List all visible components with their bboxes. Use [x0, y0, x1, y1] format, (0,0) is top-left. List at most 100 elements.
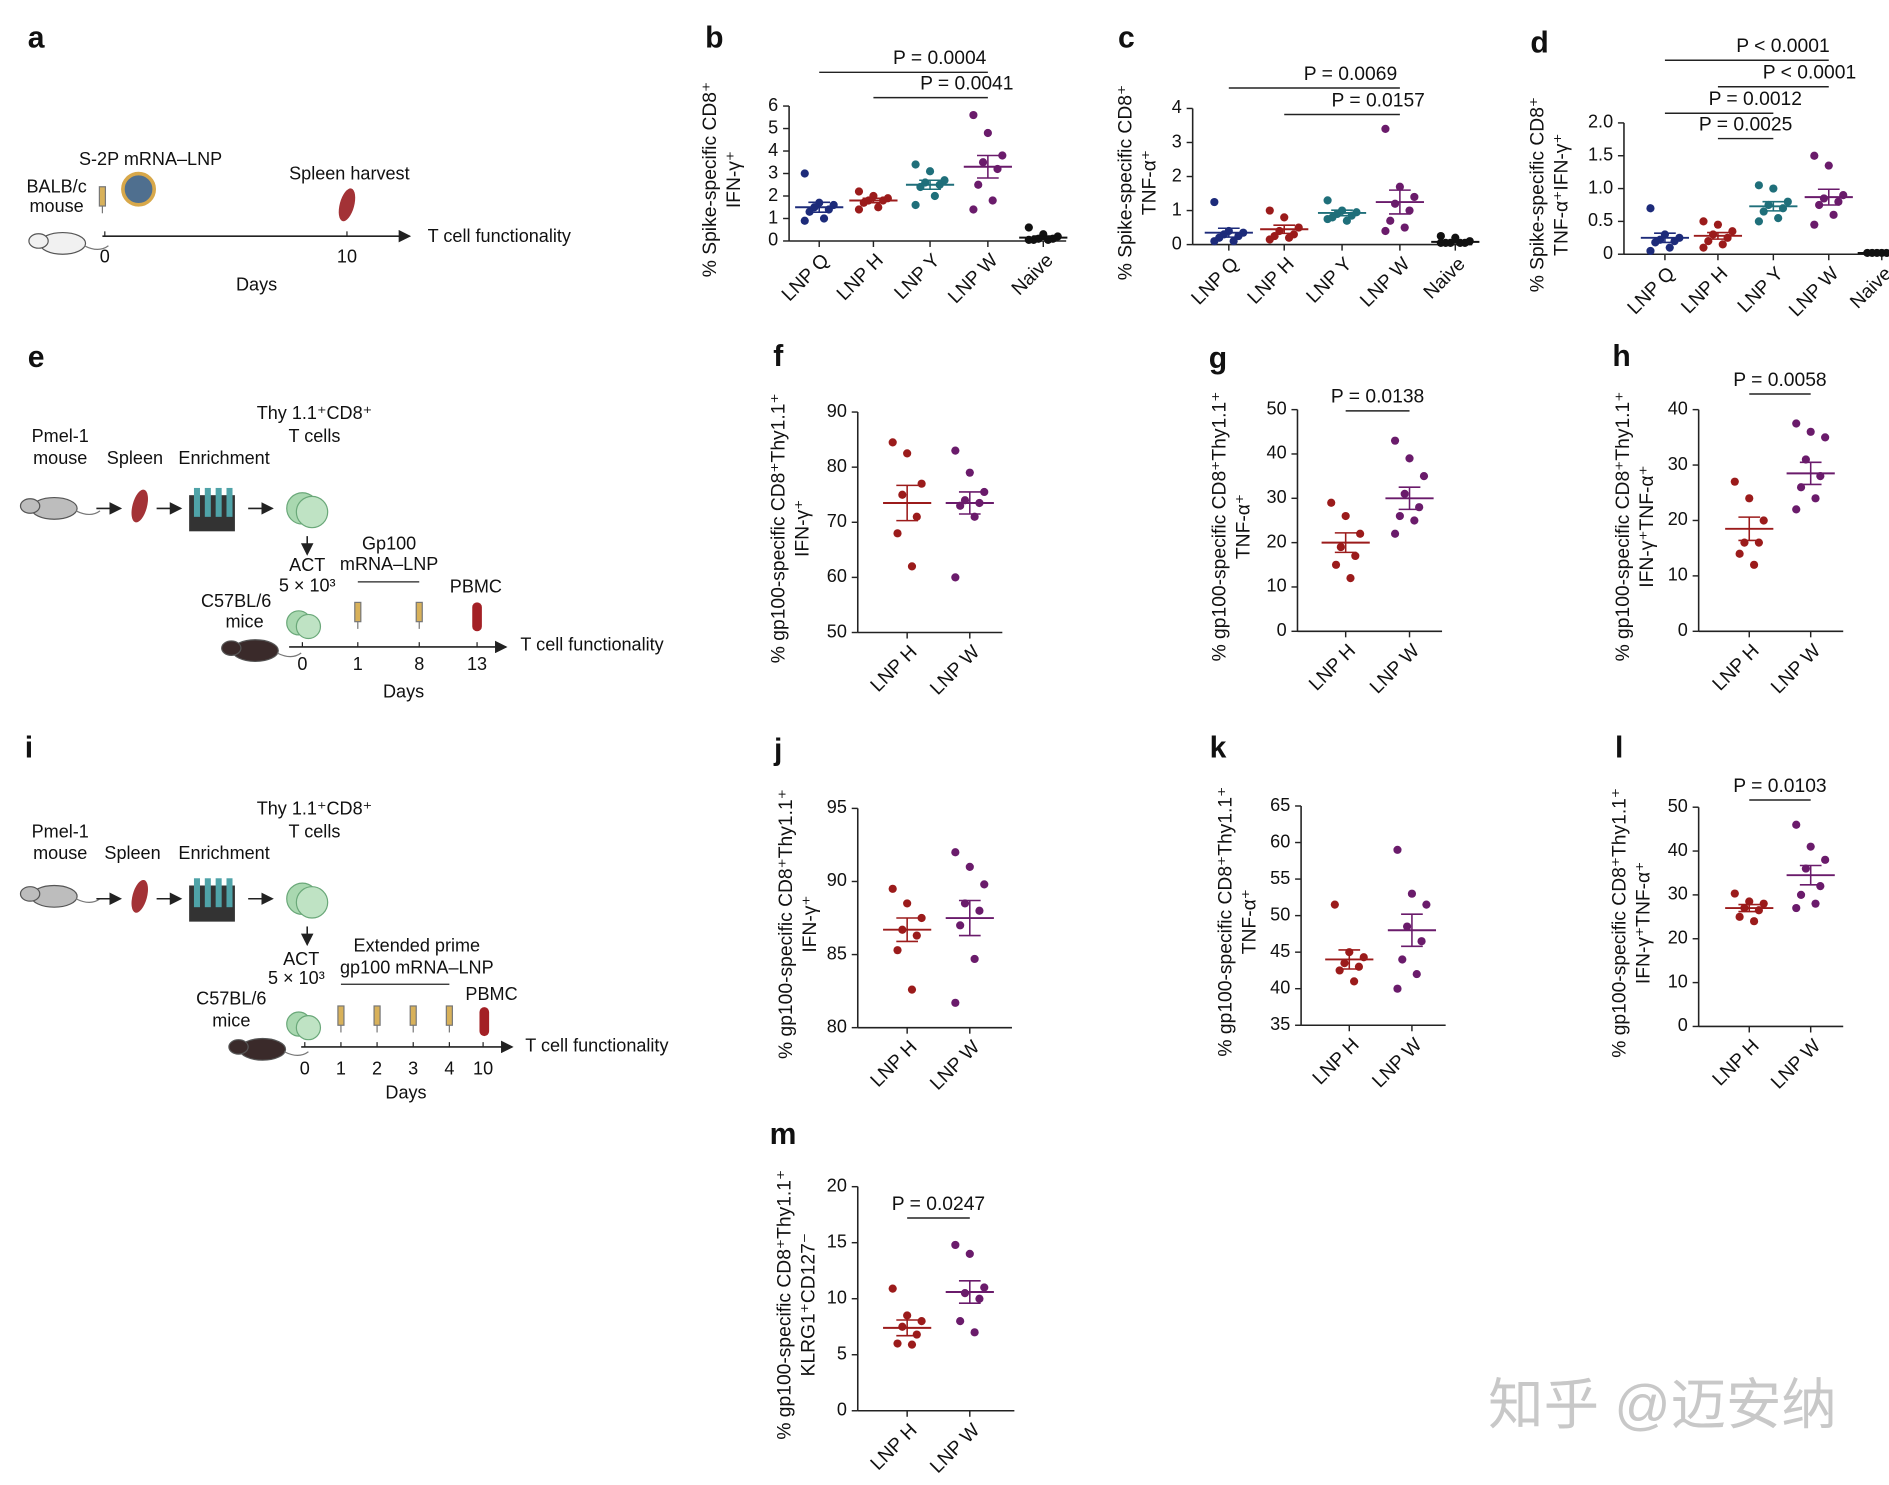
y-tick-label: 50 — [1270, 904, 1290, 924]
p-value: P = 0.0025 — [1699, 114, 1792, 135]
mouse-icon — [221, 640, 242, 657]
tube-icon — [193, 487, 200, 517]
data-point — [893, 1339, 902, 1348]
y-axis-label: % gp100-specific CD8⁺Thy1.1⁺ — [1209, 392, 1230, 662]
schematic-label: 5 × 10³ — [279, 575, 336, 595]
data-point — [960, 1289, 970, 1298]
data-point — [1350, 977, 1359, 986]
data-point — [1783, 197, 1792, 206]
error-bar — [1398, 486, 1421, 511]
spleen-icon — [131, 489, 148, 523]
schematic-label: Days — [236, 274, 277, 294]
data-point — [854, 187, 864, 196]
panel-label: b — [705, 22, 723, 55]
x-tick-label: Naive — [1008, 250, 1058, 300]
data-point — [1342, 216, 1351, 225]
y-axis-label: TNF-α⁺ — [1140, 150, 1161, 215]
y-tick-label: 20 — [827, 1175, 847, 1195]
data-point — [951, 573, 960, 582]
x-tick-label: LNP H — [867, 1037, 922, 1092]
schematic-label: 0 — [300, 1059, 310, 1079]
schematic-label: BALB/c — [26, 177, 86, 197]
tube-icon — [215, 487, 222, 517]
panel-label: c — [1118, 22, 1135, 55]
data-point — [951, 848, 960, 857]
data-point — [1331, 560, 1341, 569]
y-axis-label: % gp100-specific CD8⁺Thy1.1⁺ — [1609, 788, 1630, 1058]
mouse-icon — [284, 1051, 309, 1056]
y-tick-label: 80 — [827, 1016, 847, 1036]
schematic-label: mRNA–LNP — [340, 554, 438, 574]
data-point — [951, 446, 960, 455]
pbmc-tube-icon — [472, 602, 482, 632]
data-point — [1810, 151, 1819, 160]
schematic-label: 2 — [372, 1059, 382, 1079]
data-point — [1327, 498, 1336, 507]
y-tick-label: 15 — [827, 1231, 847, 1251]
data-point — [1294, 223, 1303, 232]
data-point — [980, 1283, 989, 1292]
x-tick-label: LNP W — [1785, 263, 1843, 321]
y-axis-label: IFN-γ⁺TNF-α⁺ — [1634, 862, 1655, 984]
mouse-icon — [19, 886, 41, 902]
data-point — [1024, 223, 1033, 232]
data-point — [1346, 574, 1355, 583]
syringe-icon — [409, 1005, 417, 1026]
data-point — [1735, 549, 1744, 558]
data-point — [1330, 900, 1339, 909]
data-point — [1405, 206, 1414, 215]
y-tick-label: 20 — [1267, 531, 1287, 551]
data-point — [1759, 516, 1768, 525]
error-bar — [808, 201, 831, 213]
data-point — [1393, 984, 1402, 993]
cell-icon — [295, 495, 329, 529]
data-point — [1796, 890, 1806, 899]
data-point — [1390, 199, 1400, 208]
data-point — [1749, 560, 1759, 569]
data-point — [888, 1284, 897, 1293]
schematic-label: ACT — [283, 949, 319, 969]
data-point — [1821, 855, 1830, 864]
data-point — [1834, 197, 1843, 206]
error-bar — [862, 197, 885, 204]
x-tick-label: LNP H — [1305, 640, 1360, 695]
y-tick-label: 0 — [837, 1400, 847, 1420]
schematic-label: T cell functionality — [520, 635, 663, 655]
y-tick-label: 70 — [827, 511, 847, 531]
syringe-icon — [337, 1005, 345, 1026]
mouse-icon — [276, 652, 302, 658]
schematic-label: C57BL/6 — [196, 989, 266, 1009]
schematic-label: Thy 1.1⁺CD8⁺ — [257, 798, 372, 818]
y-tick-label: 4 — [768, 140, 778, 160]
schematic-label: 0 — [297, 654, 307, 674]
data-point — [980, 880, 989, 889]
data-point — [998, 151, 1007, 160]
data-point — [1646, 246, 1655, 256]
data-point — [1381, 226, 1390, 236]
error-bar — [1331, 209, 1353, 217]
panel-label: m — [770, 1118, 797, 1151]
tube-icon — [215, 878, 222, 908]
data-point — [1436, 231, 1445, 241]
schematic-label: mice — [212, 1010, 250, 1030]
tube-icon — [204, 487, 211, 517]
data-point — [1730, 477, 1739, 486]
schematic-label: T cell functionality — [428, 226, 571, 246]
error-bar — [1762, 200, 1785, 212]
p-value: P = 0.0058 — [1733, 370, 1826, 391]
data-point — [1395, 182, 1404, 191]
data-point — [978, 158, 988, 167]
data-point — [1412, 969, 1421, 979]
p-value: P < 0.0001 — [1736, 36, 1829, 57]
spleen-icon — [131, 879, 148, 913]
data-point — [1759, 899, 1768, 908]
x-tick-label: LNP H — [1309, 1034, 1364, 1089]
x-tick-label: LNP Y — [1303, 254, 1357, 308]
y-tick-label: 0 — [1172, 233, 1182, 253]
data-point — [983, 128, 992, 138]
data-point — [1749, 917, 1759, 926]
p-value: P = 0.0041 — [920, 73, 1013, 94]
schematic-label: Days — [383, 682, 424, 702]
